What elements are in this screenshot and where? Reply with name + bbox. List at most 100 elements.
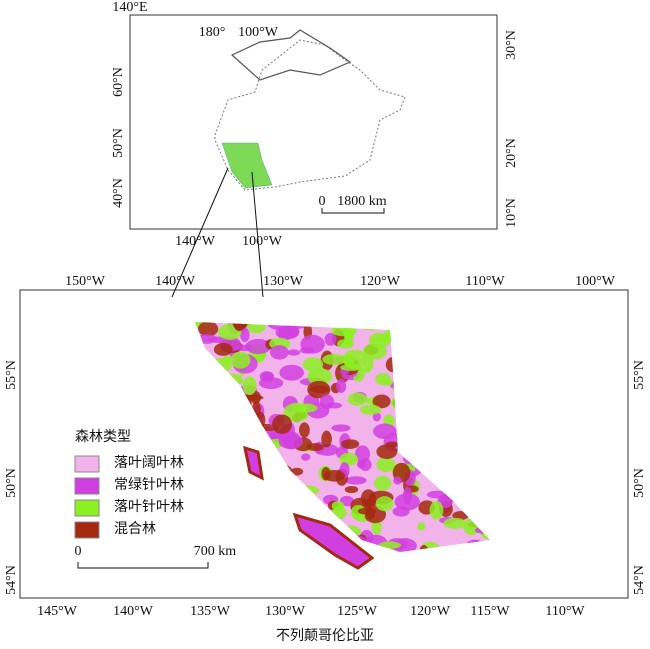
- forest-patch: [455, 322, 476, 335]
- forest-patch: [223, 393, 239, 411]
- forest-patch: [271, 464, 293, 480]
- forest-patch: [372, 411, 381, 422]
- forest-patch: [242, 376, 257, 396]
- forest-patch: [393, 353, 411, 372]
- forest-patch: [452, 418, 465, 426]
- forest-patch: [230, 411, 242, 418]
- forest-patch: [222, 355, 232, 364]
- coord-label: 125°W: [337, 604, 378, 619]
- forest-patch: [430, 449, 448, 468]
- forest-patch: [290, 467, 304, 476]
- coord-label: 50°N: [4, 468, 19, 498]
- forest-patch: [213, 461, 222, 477]
- forest-patch: [481, 515, 490, 527]
- forest-patch: [409, 375, 428, 389]
- forest-patch: [281, 479, 304, 493]
- forest-patch: [488, 545, 490, 552]
- forest-patch: [212, 468, 224, 477]
- forest-patch: [466, 365, 490, 381]
- forest-patch: [225, 506, 238, 522]
- coord-label: 135°W: [190, 604, 231, 619]
- forest-patch: [276, 504, 288, 511]
- legend-swatch: [74, 477, 100, 495]
- coord-label: 140°W: [113, 604, 154, 619]
- forest-patch: [243, 427, 262, 439]
- forest-patch: [345, 322, 356, 328]
- forest-patch: [439, 546, 455, 552]
- forest-patch: [438, 462, 453, 482]
- forest-patch: [195, 517, 204, 532]
- forest-patch: [300, 334, 325, 354]
- forest-patch: [282, 533, 296, 542]
- coord-label: 54°N: [4, 565, 19, 595]
- forest-patch: [336, 378, 347, 393]
- forest-patch: [403, 455, 416, 464]
- forest-patch: [206, 455, 215, 474]
- coord-label: 50°N: [632, 468, 647, 498]
- forest-patch: [406, 413, 416, 432]
- forest-patch: [429, 325, 448, 338]
- coord-label: 110°W: [545, 604, 585, 619]
- caption: 不列颠哥伦比亚: [276, 628, 374, 644]
- forest-patch: [195, 322, 196, 330]
- forest-patch: [231, 430, 248, 445]
- coord-label: 150°W: [65, 274, 106, 289]
- forest-patch: [195, 353, 206, 365]
- forest-patch: [359, 404, 382, 415]
- forest-patch: [245, 338, 272, 355]
- forest-patch: [477, 417, 490, 435]
- forest-patch: [402, 486, 413, 505]
- legend-label: 落叶阔叶林: [114, 455, 184, 471]
- coord-label: 50°N: [111, 128, 126, 158]
- forest-patch: [423, 415, 450, 422]
- forest-patch: [432, 446, 457, 464]
- forest-patch: [454, 376, 466, 391]
- forest-patch: [258, 539, 273, 549]
- forest-patch: [319, 394, 335, 410]
- forest-patch: [330, 325, 357, 337]
- forest-patch: [392, 383, 406, 395]
- forest-patch: [211, 410, 228, 420]
- forest-patch: [213, 343, 233, 356]
- forest-patch: [479, 518, 490, 528]
- forest-patch: [447, 322, 460, 334]
- forest-patch: [249, 501, 271, 509]
- forest-patch: [376, 444, 398, 459]
- forest-patch: [195, 406, 205, 419]
- forest-patch: [230, 455, 249, 471]
- coord-label: 130°W: [265, 604, 306, 619]
- scale-label: 700 km: [194, 544, 237, 559]
- forest-patch: [490, 350, 510, 356]
- forest-patch: [478, 426, 490, 441]
- forest-patch: [481, 368, 490, 388]
- forest-patch: [485, 468, 490, 477]
- forest-patch: [470, 322, 489, 328]
- forest-patch: [419, 374, 435, 385]
- forest-patch: [474, 526, 490, 534]
- forest-patch: [222, 373, 244, 387]
- forest-patch: [443, 517, 467, 529]
- coord-label: 120°W: [410, 604, 451, 619]
- forest-patch: [236, 545, 261, 552]
- canada-outline: [214, 39, 406, 191]
- forest-patch: [229, 533, 250, 544]
- forest-patch: [214, 382, 240, 398]
- forest-patch: [356, 460, 366, 469]
- forest-patch: [238, 524, 259, 536]
- forest-patch: [242, 394, 252, 411]
- forest-patch: [409, 335, 424, 353]
- forest-patch: [418, 544, 430, 552]
- forest-patch: [417, 343, 430, 362]
- forest-patch: [267, 479, 287, 489]
- coord-label: 140°E: [112, 0, 147, 15]
- forest-patch: [236, 407, 248, 417]
- forest-patch: [195, 526, 207, 536]
- forest-patch: [196, 462, 223, 477]
- forest-patch: [376, 457, 396, 473]
- forest-patch: [464, 539, 486, 552]
- forest-patch: [445, 418, 470, 430]
- forest-patch: [479, 522, 490, 540]
- forest-patch: [195, 494, 204, 513]
- forest-patch: [258, 377, 284, 390]
- coord-label: 145°W: [37, 604, 78, 619]
